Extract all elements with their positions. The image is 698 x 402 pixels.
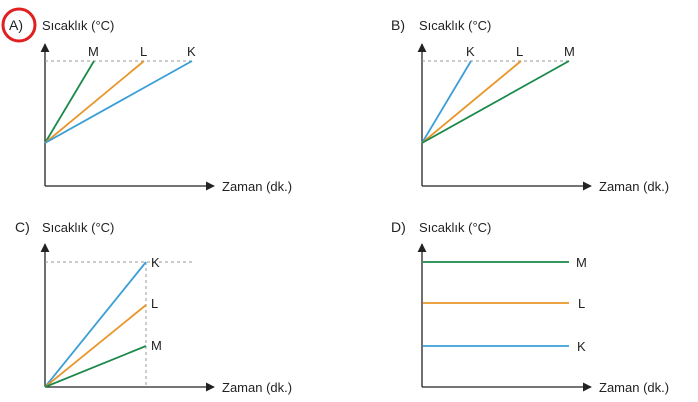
option-label: D) [391, 219, 406, 235]
y-axis-label: Sıcaklık (°C) [419, 18, 491, 33]
series-line-m [421, 60, 570, 144]
series-label-l: L [578, 296, 585, 311]
series-line-m [44, 60, 95, 144]
series-line-l [44, 60, 145, 144]
option-label: B) [391, 17, 405, 33]
series-label-k: K [466, 44, 475, 59]
series-label-l: L [516, 44, 523, 59]
x-axis-label: Zaman (dk.) [222, 380, 292, 395]
series-line-k [44, 60, 193, 144]
series-label-k: K [187, 44, 196, 59]
option-label: C) [15, 219, 30, 235]
series-label-k: K [577, 339, 586, 354]
series-line-l [421, 60, 522, 144]
series-label-m: M [576, 255, 587, 270]
series-line-k [421, 60, 472, 144]
series-label-l: L [151, 296, 158, 311]
series-line-l [44, 304, 147, 388]
series-label-m: M [151, 338, 162, 353]
y-axis-label: Sıcaklık (°C) [42, 220, 114, 235]
option-label: A) [9, 17, 23, 33]
panel-d[interactable]: D) Sıcaklık (°C) Zaman (dk.) M L K [391, 219, 669, 395]
y-axis-label: Sıcaklık (°C) [419, 220, 491, 235]
y-axis-label: Sıcaklık (°C) [42, 18, 114, 33]
series-line-m [44, 345, 147, 388]
series-label-k: K [151, 255, 160, 270]
selected-answer-circle [1, 7, 37, 43]
panel-c[interactable]: C) Sıcaklık (°C) Zaman (dk.) K L M [15, 219, 292, 395]
x-axis-label: Zaman (dk.) [599, 380, 669, 395]
panel-a[interactable]: A) Sıcaklık (°C) Zaman (dk.) M L K [1, 7, 292, 194]
series-label-m: M [564, 44, 575, 59]
series-label-l: L [140, 44, 147, 59]
series-label-m: M [88, 44, 99, 59]
x-axis-label: Zaman (dk.) [222, 179, 292, 194]
panel-b[interactable]: B) Sıcaklık (°C) Zaman (dk.) K L M [391, 17, 669, 194]
x-axis-label: Zaman (dk.) [599, 179, 669, 194]
series-line-k [44, 261, 147, 388]
